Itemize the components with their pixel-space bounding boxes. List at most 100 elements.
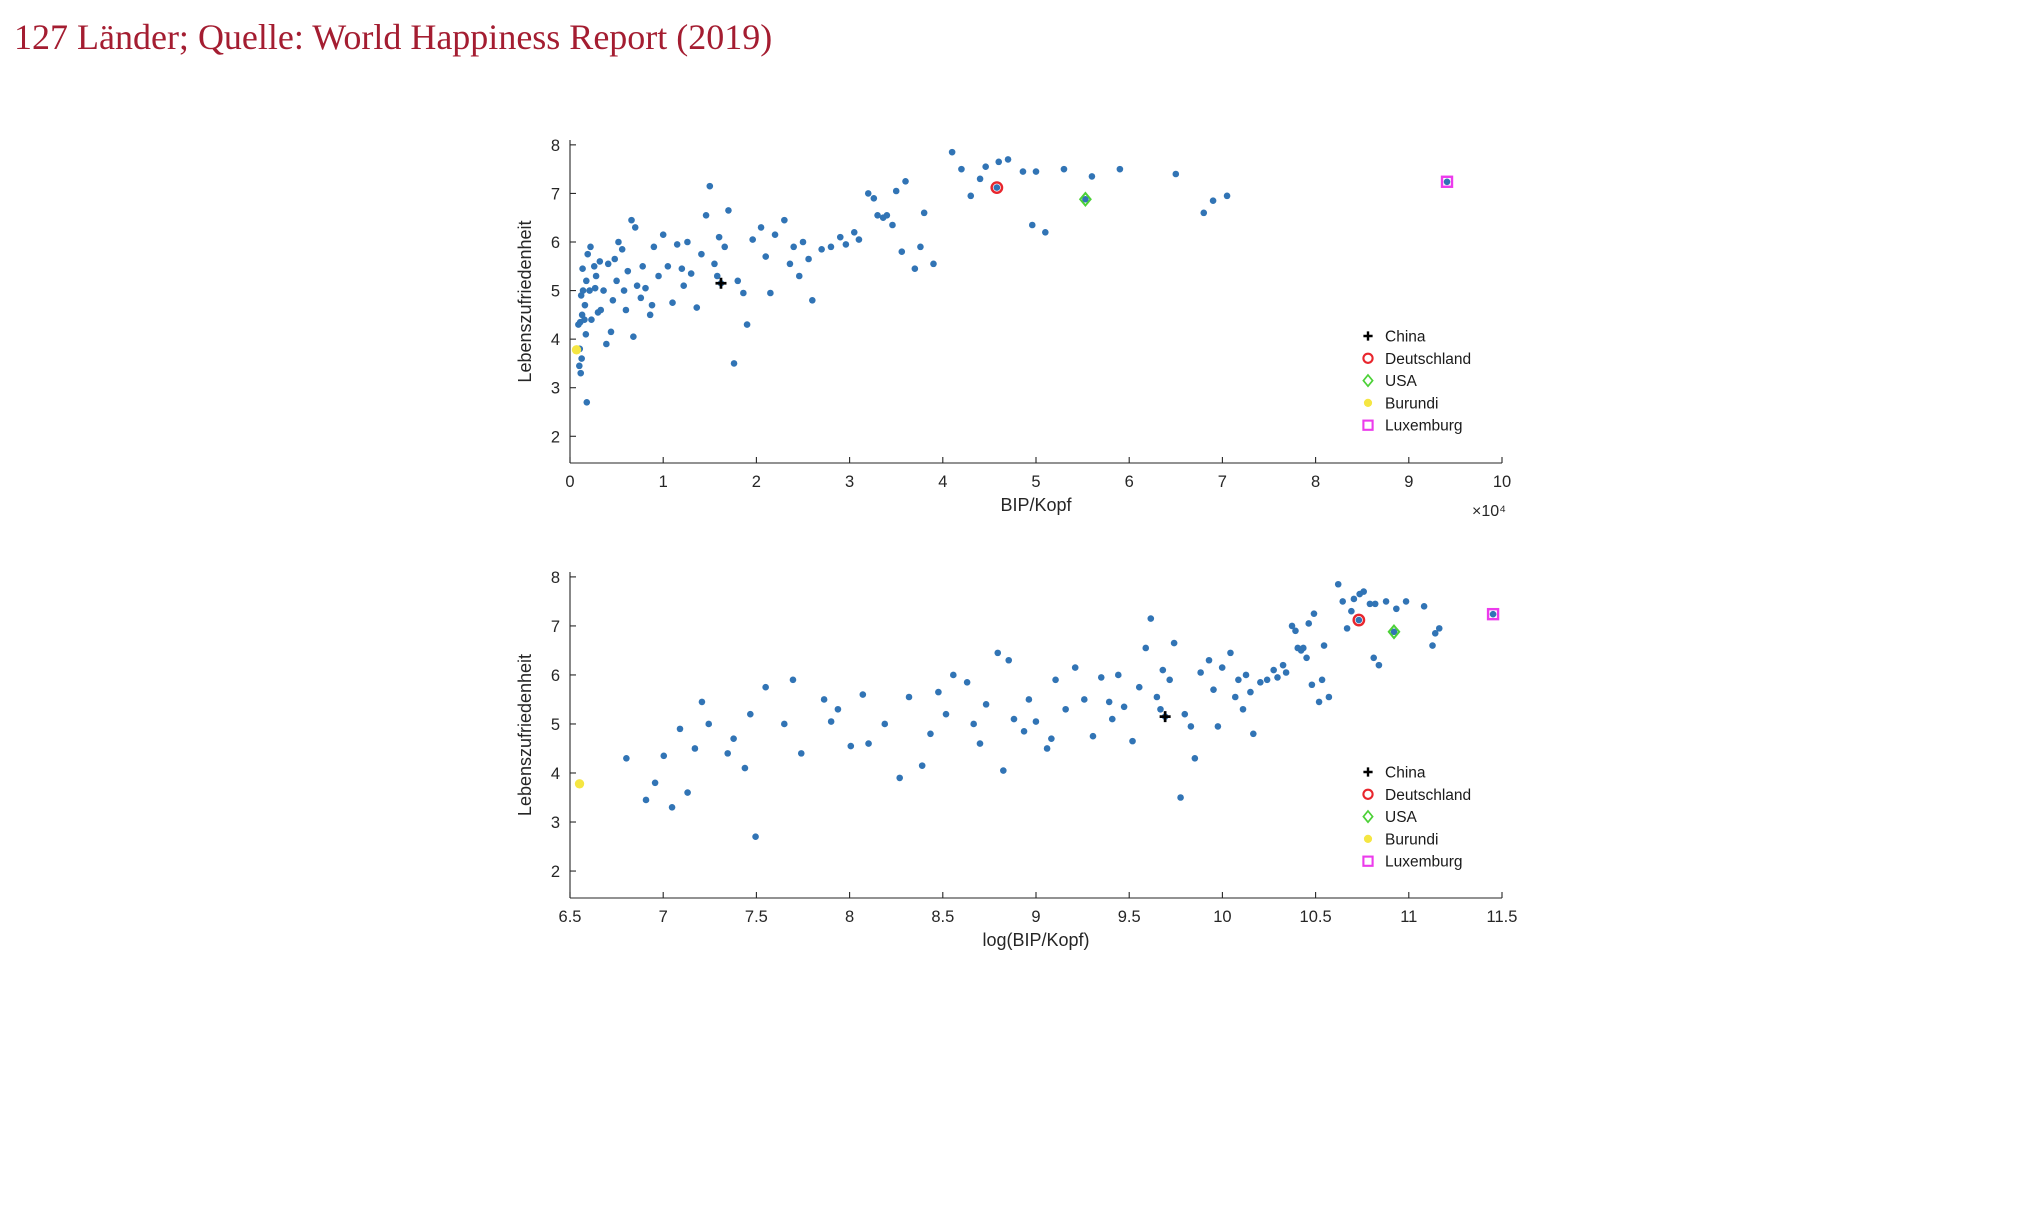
- data-point: [1435, 625, 1443, 632]
- data-point: [850, 228, 858, 236]
- data-point: [1288, 622, 1296, 630]
- data-point: [1181, 710, 1189, 718]
- data-point: [918, 762, 926, 769]
- x-tick-label: 10: [1213, 908, 1231, 926]
- legend-marker-deutschland: [1362, 788, 1374, 800]
- data-point: [1218, 664, 1226, 671]
- data-point: [1089, 732, 1097, 740]
- data-point: [958, 165, 965, 173]
- data-point: [706, 182, 714, 190]
- data-point: [1223, 192, 1231, 200]
- data-point: [578, 355, 585, 362]
- data-point: [1205, 656, 1213, 664]
- x-axis-label: log(BIP/Kopf): [982, 930, 1089, 950]
- legend-marker-china: [1363, 767, 1373, 777]
- y-tick-label: 4: [551, 765, 560, 783]
- data-point: [1292, 627, 1299, 635]
- data-point: [1060, 165, 1068, 173]
- marker-deutschland: [990, 181, 1004, 195]
- y-tick-label: 3: [551, 814, 560, 832]
- x-tick-label: 0: [565, 473, 574, 491]
- data-point: [620, 287, 628, 294]
- data-point: [730, 360, 738, 367]
- data-point: [883, 211, 891, 219]
- legend-item-burundi: Burundi: [1363, 395, 1438, 412]
- x-tick-label: 8.5: [931, 908, 954, 926]
- legend-label: USA: [1385, 373, 1418, 390]
- y-tick-label: 8: [551, 569, 560, 587]
- data-point: [1105, 698, 1113, 706]
- y-tick-label: 8: [551, 137, 560, 155]
- data-point: [920, 209, 928, 217]
- data-point: [836, 233, 844, 241]
- data-point: [631, 224, 639, 231]
- data-point: [650, 243, 658, 251]
- data-point: [698, 250, 705, 258]
- data-point: [752, 833, 759, 841]
- legend-item-usa: USA: [1362, 809, 1418, 826]
- data-point: [995, 158, 1003, 166]
- y-tick-label: 7: [551, 618, 560, 636]
- marker-luxemburg: [1486, 607, 1500, 621]
- data-point: [935, 688, 942, 696]
- data-point: [1200, 209, 1208, 217]
- data-point: [587, 243, 594, 251]
- data-point: [581, 316, 588, 324]
- data-point: [967, 192, 975, 200]
- data-point: [905, 693, 913, 701]
- data-point: [1062, 705, 1069, 713]
- data-point: [1025, 696, 1033, 703]
- y-tick-label: 3: [551, 380, 560, 398]
- data-point: [1043, 745, 1051, 752]
- data-point: [579, 265, 586, 273]
- data-point: [767, 289, 774, 297]
- data-point: [680, 282, 688, 290]
- data-point: [583, 398, 591, 406]
- legend-item-china: China: [1363, 765, 1426, 782]
- data-point: [827, 243, 835, 251]
- data-point: [1142, 644, 1150, 652]
- data-point: [693, 304, 701, 311]
- y-axis-label: Lebenszufriedenheit: [515, 220, 535, 382]
- x-tick-label: 9: [1031, 908, 1040, 926]
- data-point: [771, 231, 779, 239]
- data-point: [628, 216, 635, 224]
- x-axis-label: BIP/Kopf: [1000, 495, 1072, 515]
- legend-marker-burundi: [1363, 398, 1373, 407]
- legend-marker-deutschland: [1362, 352, 1374, 364]
- data-point: [896, 774, 903, 782]
- data-point: [786, 260, 794, 268]
- data-point: [1270, 666, 1277, 674]
- data-point: [797, 750, 805, 757]
- data-point: [942, 710, 950, 718]
- x-tick-label: 5: [1031, 473, 1040, 491]
- legend-item-luxemburg: Luxemburg: [1362, 854, 1463, 871]
- data-point: [927, 730, 934, 738]
- data-point: [1129, 737, 1136, 745]
- data-point: [1235, 676, 1242, 684]
- data-point: [950, 671, 957, 679]
- marker-china: [1159, 711, 1171, 723]
- data-point: [743, 321, 751, 328]
- data-point: [646, 311, 654, 319]
- data-point: [1420, 603, 1428, 610]
- data-point: [623, 754, 630, 762]
- data-point: [834, 705, 842, 713]
- data-point: [734, 277, 742, 285]
- data-point: [898, 248, 906, 256]
- data-point: [1159, 666, 1167, 674]
- data-point: [982, 163, 989, 171]
- data-point: [1108, 715, 1116, 723]
- data-point: [577, 369, 585, 377]
- data-point: [1393, 605, 1400, 613]
- data-point: [1325, 693, 1333, 701]
- data-point: [678, 265, 686, 273]
- data-point: [1242, 671, 1250, 679]
- data-point: [1028, 221, 1036, 229]
- top-chart: 0 1 2 3 4 5 6 7 8 9 10 2 3 4 5 6 7 8 BIP/Kopf Lebenszufried…: [515, 137, 1511, 520]
- legend-item-usa: USA: [1362, 373, 1418, 390]
- data-point: [1097, 674, 1105, 681]
- data-point: [576, 362, 583, 370]
- data-point: [799, 238, 807, 246]
